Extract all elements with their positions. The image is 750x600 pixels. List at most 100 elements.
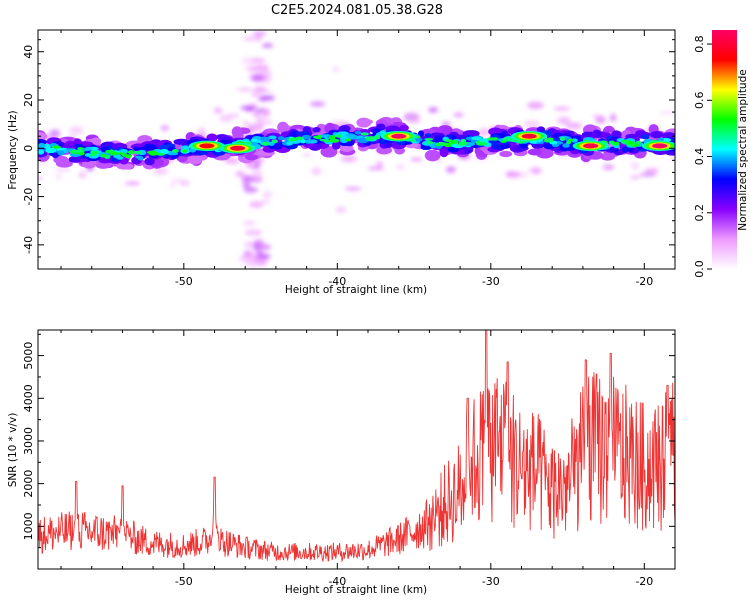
spectrogram-band-blob bbox=[354, 130, 362, 135]
spectrogram-band-blob bbox=[187, 153, 203, 165]
spectrogram-noise-blob bbox=[332, 67, 340, 72]
spectrogram-noise-blob bbox=[407, 120, 422, 124]
spectrogram-band-blob bbox=[399, 124, 409, 132]
spectrogram-noise-blob bbox=[243, 186, 258, 193]
spectrogram-y-tick-label: -40 bbox=[22, 236, 35, 254]
spectrogram-x-tick-label: -40 bbox=[328, 275, 346, 288]
spectrogram-noise-blob bbox=[629, 175, 641, 180]
spectrogram-band-blob bbox=[286, 141, 293, 146]
spectrogram-band-blob bbox=[149, 152, 157, 156]
spectrogram-band-blob bbox=[116, 163, 134, 170]
spectrogram-y-tick-label: -20 bbox=[22, 188, 35, 206]
spectrogram-noise-blob bbox=[54, 174, 63, 180]
spectrogram-band-blob bbox=[562, 143, 570, 148]
spectrogram-noise-blob bbox=[638, 172, 657, 177]
spectrogram-noise-blob bbox=[239, 105, 257, 111]
spectrogram-band-blob bbox=[531, 143, 545, 149]
spectrogram-y-tick-label: 0 bbox=[22, 145, 35, 152]
spectrogram-band-blob bbox=[356, 117, 372, 128]
snr-x-ticks: -50 -40 -30 -20 bbox=[60, 330, 676, 588]
spectrogram-band-blob bbox=[329, 138, 340, 143]
spectrogram-noise-blob bbox=[557, 116, 571, 125]
spectrogram-band-blob bbox=[133, 150, 143, 155]
spectrogram-noise-blob bbox=[253, 123, 264, 129]
spectrogram-x-tick-label: -50 bbox=[175, 275, 193, 288]
colorbar-ticks: 0.0 0.2 0.4 0.6 0.8 bbox=[693, 35, 712, 278]
spectrogram-noise-blob bbox=[242, 181, 251, 188]
spectrogram-band-blob bbox=[331, 141, 341, 150]
snr-y-tick-label: 5000 bbox=[22, 342, 35, 370]
spectrogram-noise-blob bbox=[236, 87, 254, 92]
spectrogram-noise-blob bbox=[505, 171, 522, 178]
snr-y-tick-label: 3000 bbox=[22, 427, 35, 455]
spectrogram-band-blob bbox=[181, 149, 188, 153]
spectrogram-band-blob bbox=[124, 155, 132, 159]
spectrogram-band-blob bbox=[306, 140, 315, 144]
spectrogram-band-blob bbox=[499, 150, 513, 158]
spectrogram-noise-blob bbox=[395, 165, 405, 169]
spectrogram-noise-blob bbox=[257, 120, 274, 125]
colorbar-tick-label: 0.4 bbox=[693, 148, 706, 166]
spectrogram-band-blob bbox=[378, 138, 389, 145]
spectrogram-noise-blob bbox=[69, 126, 84, 135]
snr-y-tick-label: 2000 bbox=[22, 470, 35, 498]
spectrogram-band-blob bbox=[458, 141, 469, 146]
spectrogram-band-blob bbox=[600, 152, 615, 161]
spectrogram-band-blob bbox=[253, 144, 261, 150]
spectrogram-y-tick-label: 40 bbox=[22, 45, 35, 59]
spectrogram-noise-blob bbox=[252, 242, 262, 251]
spectrogram-band-blob bbox=[277, 136, 285, 141]
spectrogram-band-blob bbox=[116, 156, 124, 160]
spectrogram-band-blob bbox=[509, 139, 518, 143]
spectrogram-noise-blob bbox=[453, 112, 464, 118]
spectrogram-noise-blob bbox=[261, 43, 274, 48]
spectrogram-band-blob bbox=[424, 133, 432, 138]
spectrogram-y-tick-label: 20 bbox=[22, 93, 35, 107]
spectrogram-frame bbox=[37, 29, 676, 270]
spectrogram-band-blob bbox=[365, 137, 373, 141]
spectrogram-noise-blob bbox=[553, 106, 571, 111]
spectrogram-noise-blob bbox=[241, 56, 252, 64]
spectrogram-noise-blob bbox=[478, 128, 490, 137]
colorbar-label: Normalized spectral amplitude bbox=[737, 69, 749, 230]
spectrogram-band-blob bbox=[640, 134, 650, 140]
spectrogram-band-blob bbox=[38, 142, 46, 149]
spectrogram-y-label: Frequency (Hz) bbox=[7, 110, 19, 189]
spectrogram-noise-blob bbox=[49, 129, 61, 138]
spectrogram-noise-blob bbox=[198, 127, 206, 135]
spectrogram-band-blob bbox=[137, 155, 144, 161]
spectrogram-noise-blob bbox=[249, 57, 266, 64]
spectrogram-band-blob bbox=[145, 144, 157, 151]
spectrogram-band-blob bbox=[295, 136, 304, 141]
spectrogram-band-blob bbox=[635, 140, 642, 145]
spectrogram-noise-blob bbox=[38, 176, 44, 181]
spectrogram-noise-blob bbox=[224, 157, 240, 165]
spectrogram-band-blob bbox=[320, 146, 338, 158]
spectrogram-band-blob bbox=[581, 131, 593, 138]
spectrogram-band-blob bbox=[628, 146, 635, 153]
spectrogram-band-blob bbox=[449, 140, 459, 144]
spectrogram-hot-spot bbox=[521, 133, 537, 139]
spectrogram-band-blob bbox=[271, 139, 278, 144]
spectrogram-band-blob bbox=[559, 136, 566, 142]
spectrogram-band-blob bbox=[89, 153, 97, 157]
spectrogram-band-blob bbox=[491, 144, 502, 150]
colorbar-tick-label: 0.0 bbox=[693, 260, 706, 278]
colorbar-tick-label: 0.2 bbox=[693, 204, 706, 222]
spectrogram-noise-blob bbox=[124, 181, 141, 186]
spectrogram-noise-blob bbox=[302, 153, 311, 157]
colorbar-tick-label: 0.6 bbox=[693, 92, 706, 110]
spectrogram-band-blob bbox=[296, 131, 310, 136]
spectrogram-band-blob bbox=[77, 147, 84, 150]
snr-x-tick-label: -50 bbox=[175, 575, 193, 588]
spectrogram-band-blob bbox=[90, 137, 102, 145]
spectrogram-noise-blob bbox=[252, 111, 260, 118]
spectrogram-noise-blob bbox=[243, 35, 257, 42]
spectrogram-band-blob bbox=[622, 146, 630, 153]
snr-x-label: Height of straight line (km) bbox=[285, 584, 427, 596]
snr-x-tick-label: -40 bbox=[328, 575, 346, 588]
spectrogram-band-blob bbox=[51, 152, 59, 159]
spectrogram-noise-blob bbox=[235, 170, 245, 177]
spectrogram-band-blob bbox=[316, 135, 323, 140]
